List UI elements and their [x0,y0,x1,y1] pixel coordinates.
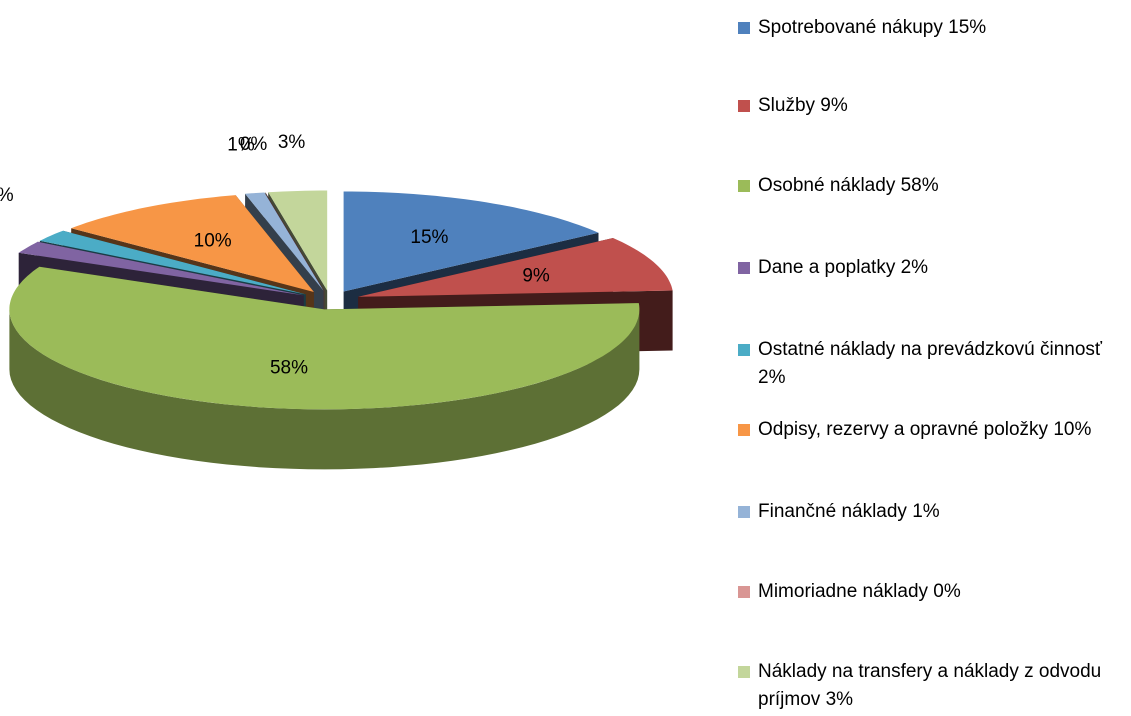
legend-swatch [738,262,750,274]
data-label: 9% [522,265,550,286]
legend-label: Osobné náklady 58% [758,175,939,196]
slice [245,192,324,291]
legend-item: Osobné náklady 58% [738,172,1128,200]
data-label: 1% [227,135,255,156]
legend-item: Náklady na transfery a náklady z odvodu … [738,658,1128,714]
legend-item: Spotrebované nákupy 15% [738,14,1128,42]
data-label: 2% [0,185,14,206]
slice [268,190,328,291]
legend-label: Odpisy, rezervy a opravné položky 10% [758,419,1092,440]
legend-swatch [738,100,750,112]
pie-plot: 15%9%58%2%2%10%1%0%3% [0,132,673,470]
slice-wall [9,309,640,470]
slice [71,195,314,292]
legend-item: Finančné náklady 1% [738,498,1128,526]
legend-swatch [738,506,750,518]
legend-item: Dane a poplatky 2% [738,254,1128,282]
legend-label: Spotrebované nákupy 15% [758,17,987,38]
slice [18,241,304,296]
legend-label: Ostatné náklady na prevádzkovú činnosť 2… [758,339,1113,388]
legend-label: Mimoriadne náklady 0% [758,581,961,602]
legend-item: Služby 9% [738,92,1128,120]
legend-label: Služby 9% [758,95,848,116]
legend-swatch [738,666,750,678]
data-label: 15% [410,227,448,248]
legend-swatch [738,22,750,34]
slice [9,266,640,410]
legend-swatch [738,180,750,192]
legend-label: Finančné náklady 1% [758,501,940,522]
data-label: 0% [240,134,268,155]
legend-swatch [738,424,750,436]
legend-swatch [738,586,750,598]
legend-label: Dane a poplatky 2% [758,257,929,278]
legend-item: Odpisy, rezervy a opravné položky 10% [738,416,1128,444]
slice [358,238,673,297]
legend-swatch [738,344,750,356]
legend-item: Mimoriadne náklady 0% [738,578,1128,606]
legend-label: Náklady na transfery a náklady z odvodu … [758,661,1107,710]
data-label: 10% [194,230,232,251]
data-label: 3% [278,132,306,153]
pie-tops [9,190,673,410]
legend-item: Ostatné náklady na prevádzkovú činnosť 2… [738,336,1128,392]
slice [343,191,599,292]
data-label: 58% [270,357,308,378]
slice [39,230,306,295]
